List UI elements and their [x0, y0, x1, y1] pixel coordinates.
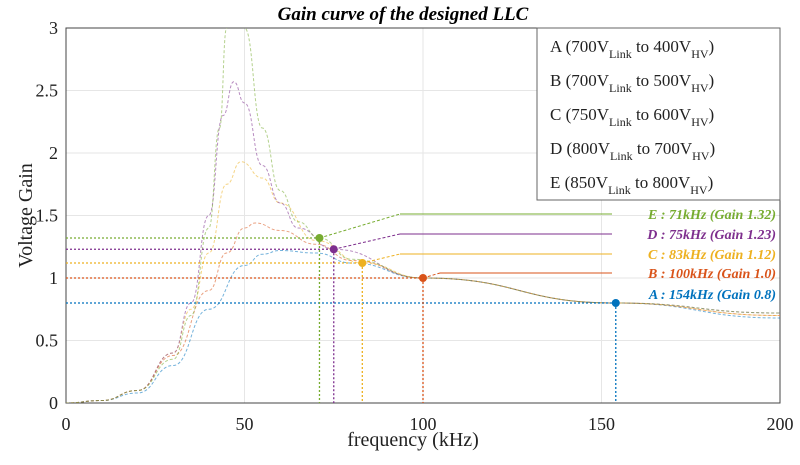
y-tick-label: 3: [49, 18, 58, 38]
chart-title: Gain curve of the designed LLC: [278, 4, 529, 25]
legend-text-part: to 400V: [632, 37, 692, 56]
series-line-a: [66, 249, 780, 403]
legend-text-part: to 600V: [632, 105, 692, 124]
y-tick-label: 2: [49, 143, 58, 163]
legend-entry-e: E (850VLink to 800VHV): [550, 173, 713, 197]
annotation-label: B : 100kHz (Gain 1.0): [647, 267, 776, 282]
legend-text-part: HV: [691, 115, 709, 129]
data-point-marker: [329, 245, 338, 254]
legend-text-part: to 700V: [633, 139, 693, 158]
x-tick-label: 0: [62, 414, 71, 434]
legend-entry-c: C (750VLink to 600VHV): [550, 105, 714, 129]
x-axis-label: frequency (kHz): [347, 429, 479, 451]
legend-text-part: HV: [691, 47, 709, 61]
annotation-leader: [333, 233, 401, 250]
legend-text-part: B (700V: [550, 71, 610, 90]
legend-text-part: HV: [691, 81, 709, 95]
y-tick-label: 0.5: [36, 331, 59, 351]
legend-text-part: ): [709, 71, 715, 90]
annotation-leader: [362, 253, 401, 264]
legend-entry-a: A (700VLink to 400VHV): [550, 37, 714, 61]
legend-text-part: Link: [609, 115, 632, 129]
legend-text-part: Link: [610, 149, 633, 163]
x-tick-label: 100: [410, 414, 437, 434]
series-line-d: [66, 81, 780, 403]
data-point-marker: [358, 259, 367, 267]
legend-text-part: Link: [609, 47, 632, 61]
annotation-label: E : 71kHz (Gain 1.32): [647, 208, 776, 223]
data-point-marker: [611, 299, 620, 307]
legend-entry-d: D (800VLink to 700VHV): [550, 139, 715, 163]
legend-text-part: C (750V: [550, 105, 610, 124]
annotation-leader: [319, 213, 401, 239]
y-tick-label: 1.5: [36, 206, 59, 226]
legend-text-part: Link: [608, 183, 631, 197]
y-tick-label: 1: [49, 268, 58, 288]
series-line-c: [66, 161, 780, 403]
legend-text-part: ): [709, 37, 715, 56]
x-tick-label: 150: [588, 414, 615, 434]
y-axis-label: Voltage Gain: [15, 163, 37, 268]
data-point-marker: [419, 274, 427, 282]
series-group: [66, 28, 780, 403]
data-point-marker: [315, 234, 324, 242]
legend-text-part: to 800V: [631, 173, 691, 192]
annotation-label: D : 75kHz (Gain 1.23): [646, 228, 776, 243]
legend-text-part: Link: [609, 81, 632, 95]
x-tick-label: 200: [767, 414, 794, 434]
legend-text-part: ): [708, 173, 714, 192]
legend-text-part: to 500V: [632, 71, 692, 90]
y-tick-label: 0: [49, 393, 58, 413]
x-tick-label: 50: [236, 414, 254, 434]
legend-entry-b: B (700VLink to 500VHV): [550, 71, 714, 95]
legend-text-part: HV: [690, 183, 708, 197]
legend-text-part: E (850V: [550, 173, 609, 192]
legend-text-part: ): [709, 105, 715, 124]
annotation-label: A : 154kHz (Gain 0.8): [648, 288, 776, 303]
legend-text-part: ): [709, 139, 715, 158]
legend-text-part: D (800V: [550, 139, 611, 158]
legend-text-part: A (700V: [550, 37, 610, 56]
legend-box: [536, 27, 781, 201]
annotation-label: C : 83kHz (Gain 1.12): [648, 248, 776, 263]
legend-text-part: HV: [692, 149, 710, 163]
y-tick-label: 2.5: [36, 81, 59, 101]
